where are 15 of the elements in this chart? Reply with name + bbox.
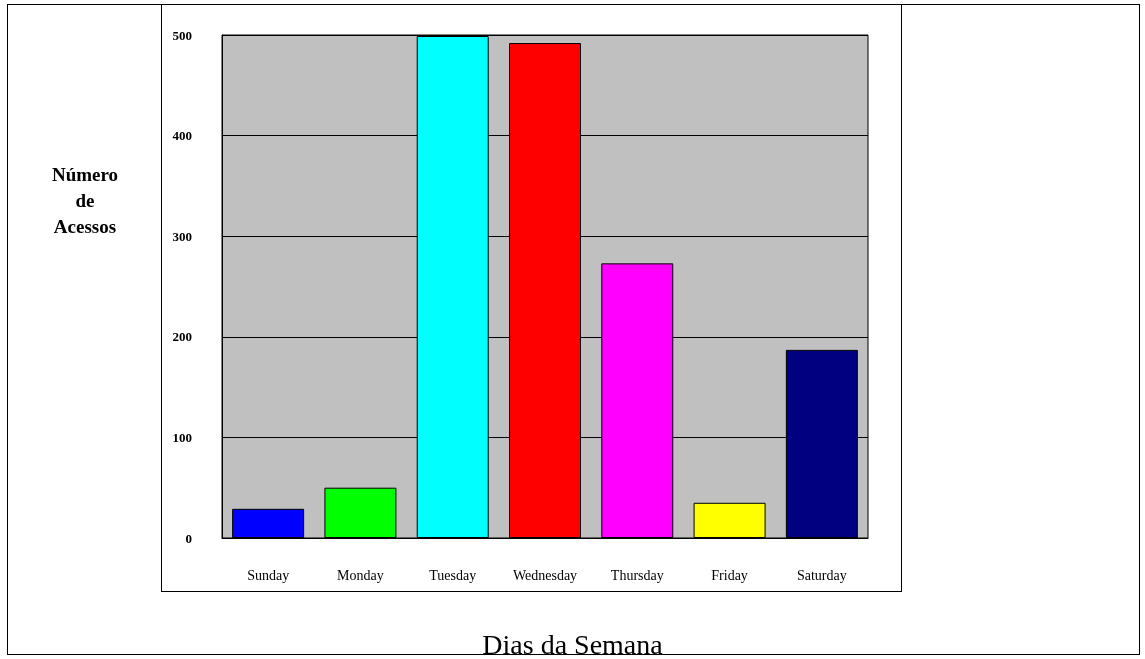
x-tick-label: Sunday <box>247 567 290 583</box>
x-tick-label: Tuesday <box>429 567 477 583</box>
y-tick-label: 300 <box>172 228 192 244</box>
y-tick-label: 100 <box>172 429 192 445</box>
y-tick-label: 200 <box>172 329 192 345</box>
x-tick-label: Wednesday <box>512 567 578 583</box>
y-tick-label: 500 <box>172 27 192 43</box>
y-axis-title: Número de Acessos <box>50 163 120 239</box>
x-tick-label: Saturday <box>796 567 847 583</box>
x-tick-label: Friday <box>711 567 748 583</box>
y-tick-label: 400 <box>172 128 192 144</box>
x-tick-label: Thursday <box>610 567 664 583</box>
x-axis-title: Dias da Semana <box>482 628 664 659</box>
y-tick-label: 0 <box>185 530 192 546</box>
x-tick-label: Monday <box>337 567 384 583</box>
